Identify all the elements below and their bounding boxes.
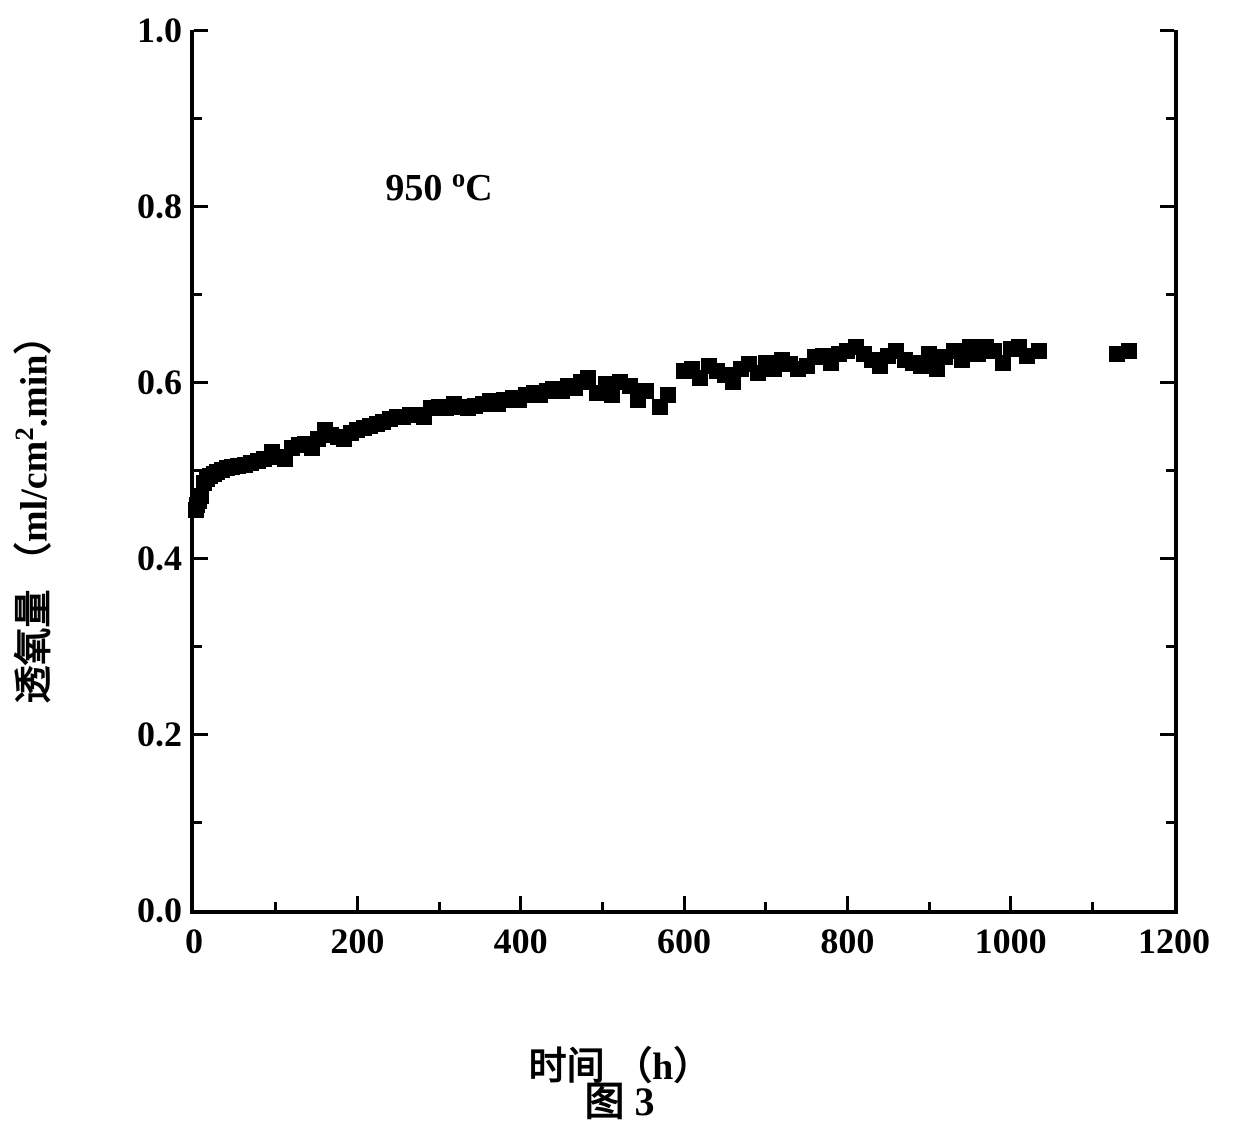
y-tick — [1166, 645, 1174, 648]
y-axis-label: 透氧量 （ml/cm2.min） — [3, 317, 58, 704]
y-tick — [1166, 117, 1174, 120]
y-tick — [194, 29, 208, 32]
y-tick — [1166, 469, 1174, 472]
chart: 透氧量 （ml/cm2.min） 950 oC 0.00.20.40.60.81… — [40, 10, 1200, 1010]
x-tick — [438, 902, 441, 910]
data-point — [921, 346, 937, 362]
y-tick-label: 0.6 — [137, 361, 194, 403]
x-tick — [1009, 896, 1012, 910]
data-point — [660, 387, 676, 403]
x-tick — [1091, 902, 1094, 910]
y-tick-label: 1.0 — [137, 9, 194, 51]
data-point — [1121, 343, 1137, 359]
data-point — [995, 355, 1011, 371]
y-tick — [1160, 557, 1174, 560]
data-point — [580, 370, 596, 386]
x-tick — [601, 902, 604, 910]
x-tick-label: 1200 — [1138, 910, 1210, 962]
temperature-annotation: 950 oC — [385, 166, 492, 210]
y-tick — [1160, 733, 1174, 736]
figure-caption: 图 3 — [585, 1069, 655, 1127]
y-tick — [194, 645, 202, 648]
x-tick-label: 1000 — [975, 910, 1047, 962]
x-tick — [519, 896, 522, 910]
y-tick — [1166, 293, 1174, 296]
y-tick — [1160, 29, 1174, 32]
x-tick — [683, 896, 686, 910]
y-tick — [194, 117, 202, 120]
y-tick — [194, 205, 208, 208]
y-tick — [194, 733, 208, 736]
y-tick — [194, 557, 208, 560]
y-tick-label: 0.2 — [137, 713, 194, 755]
y-tick — [1160, 205, 1174, 208]
x-tick — [764, 902, 767, 910]
y-tick-label: 0.4 — [137, 537, 194, 579]
y-tick-label: 0.8 — [137, 185, 194, 227]
y-tick — [194, 821, 202, 824]
y-tick — [1160, 381, 1174, 384]
x-tick-label: 600 — [657, 910, 711, 962]
data-point — [1031, 343, 1047, 359]
y-tick — [1166, 821, 1174, 824]
plot-area: 950 oC 0.00.20.40.60.81.0020040060080010… — [190, 30, 1178, 914]
data-point — [638, 383, 654, 399]
page: 透氧量 （ml/cm2.min） 950 oC 0.00.20.40.60.81… — [0, 0, 1239, 1145]
x-tick — [928, 902, 931, 910]
y-tick — [194, 381, 208, 384]
x-tick — [356, 896, 359, 910]
x-tick-label: 800 — [820, 910, 874, 962]
x-tick — [274, 902, 277, 910]
x-tick-label: 0 — [185, 910, 203, 962]
x-tick — [846, 896, 849, 910]
x-tick-label: 200 — [330, 910, 384, 962]
y-tick — [194, 293, 202, 296]
x-tick-label: 400 — [494, 910, 548, 962]
